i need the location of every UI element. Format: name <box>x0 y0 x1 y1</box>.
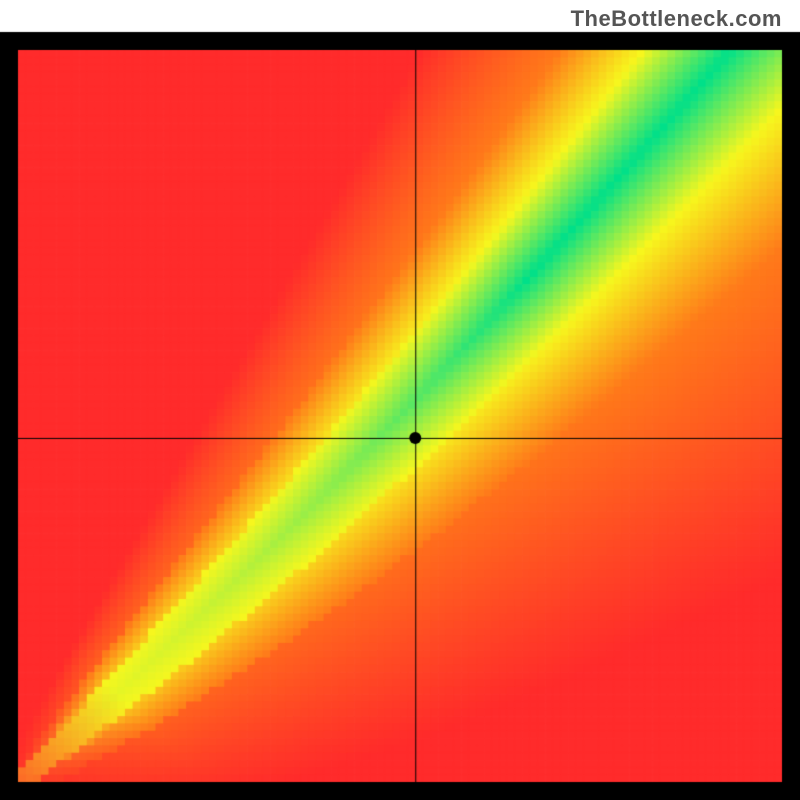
watermark-text: TheBottleneck.com <box>571 6 782 32</box>
bottleneck-heatmap <box>0 0 800 800</box>
